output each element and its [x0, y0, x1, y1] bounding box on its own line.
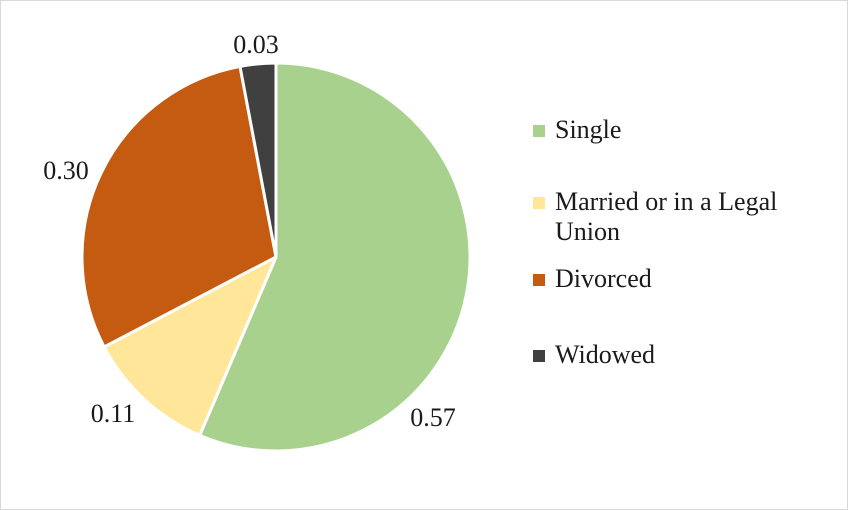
- legend-swatch-single: [533, 125, 545, 137]
- data-label-single: 0.57: [410, 403, 456, 432]
- data-label-married: 0.11: [91, 399, 136, 428]
- pie-slice-married: [102, 255, 278, 437]
- data-label-divorced: 0.30: [43, 156, 89, 185]
- legend-label-single: Single: [555, 115, 622, 144]
- legend-label-widowed: Widowed: [555, 340, 656, 369]
- pie-slices: [80, 61, 472, 453]
- legend-label-married: Married or in a Legal Union: [555, 187, 778, 246]
- legend-label-divorced: Divorced: [555, 264, 652, 293]
- data-labels: 0.57 0.11 0.30 0.03: [43, 30, 456, 432]
- legend-item-married: Married or in a Legal Union: [533, 187, 815, 247]
- legend-item-widowed: Widowed: [533, 340, 815, 370]
- legend-item-divorced: Divorced: [533, 264, 815, 294]
- legend-swatch-divorced: [533, 274, 545, 286]
- pie-slice-divorced: [80, 64, 278, 349]
- legend-swatch-married: [533, 197, 545, 209]
- legend-item-single: Single: [533, 115, 815, 145]
- legend-swatch-widowed: [533, 350, 545, 362]
- pie-slice-single: [198, 61, 472, 453]
- data-label-widowed: 0.03: [233, 30, 279, 59]
- pie-slice-widowed: [238, 61, 278, 259]
